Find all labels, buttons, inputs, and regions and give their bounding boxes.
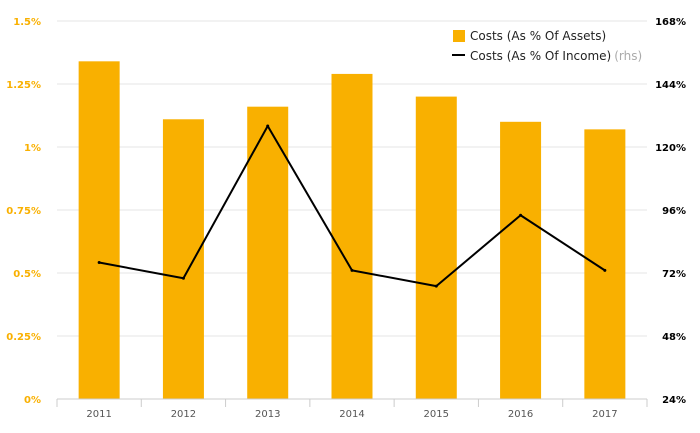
legend-swatch-bar <box>453 30 465 42</box>
y-right-tick-label: 48% <box>662 332 686 343</box>
x-tick-label: 2011 <box>86 409 111 420</box>
line-point <box>266 124 270 128</box>
bar <box>162 119 204 399</box>
legend-label-line-suffix: (rhs) <box>614 49 642 63</box>
x-tick-label: 2017 <box>592 409 617 420</box>
legend-label-bar: Costs (As % Of Assets) <box>470 29 606 43</box>
line-series <box>97 124 607 288</box>
bar <box>331 73 373 400</box>
y-left-tick-label: 0.5% <box>13 269 41 280</box>
line-point <box>181 276 185 280</box>
line-point <box>434 284 438 288</box>
y-right-tick-label: 120% <box>655 143 686 154</box>
bar-series <box>78 61 626 400</box>
x-tick-label: 2013 <box>255 409 280 420</box>
y-right-tick-label: 24% <box>662 395 686 406</box>
y-right-tick-label: 96% <box>662 206 686 217</box>
legend-label-line-name: Costs (As % Of Income) <box>470 49 611 63</box>
y-left-tick-label: 1.25% <box>6 80 41 91</box>
x-tick-label: 2016 <box>508 409 533 420</box>
bar <box>78 61 120 399</box>
y-right-tick-label: 168% <box>655 17 686 28</box>
line-point <box>603 268 607 272</box>
x-tick-label: 2012 <box>171 409 196 420</box>
x-tick-label: 2014 <box>339 409 364 420</box>
y-left-tick-label: 0.25% <box>6 332 41 343</box>
legend-label-line: Costs (As % Of Income) (rhs) <box>470 49 642 63</box>
x-tick-label: 2015 <box>424 409 449 420</box>
legend: Costs (As % Of Assets) Costs (As % Of In… <box>452 29 642 63</box>
axes: 0% 0.25% 0.5% 0.75% 1% 1.25% 1.5% 24% 48% 72% 96% 1… <box>6 17 686 420</box>
bar <box>500 121 542 400</box>
y-right-tick-label: 72% <box>662 269 686 280</box>
bar <box>584 129 626 400</box>
y-left-tick-label: 1.5% <box>13 17 41 28</box>
line-point <box>350 268 354 272</box>
y-left-tick-label: 0% <box>24 395 41 406</box>
y-left-tick-label: 0.75% <box>6 206 41 217</box>
bar <box>415 96 457 399</box>
bar <box>247 106 289 400</box>
line-point <box>519 213 523 217</box>
y-right-tick-label: 144% <box>655 80 686 91</box>
y-left-tick-label: 1% <box>24 143 41 154</box>
line-point <box>97 261 101 264</box>
